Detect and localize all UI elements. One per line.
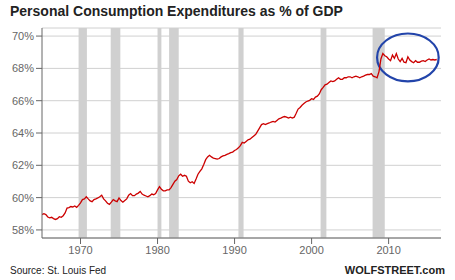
svg-text:60%: 60% <box>12 192 34 204</box>
svg-text:1980: 1980 <box>145 244 169 256</box>
svg-text:58%: 58% <box>12 224 34 236</box>
svg-text:66%: 66% <box>12 95 34 107</box>
svg-text:70%: 70% <box>12 30 34 42</box>
svg-text:62%: 62% <box>12 159 34 171</box>
svg-text:2000: 2000 <box>299 244 323 256</box>
svg-text:68%: 68% <box>12 62 34 74</box>
html-text:WOLFSTREET.com: WOLFSTREET.com <box>344 264 445 276</box>
html-text:Source: St. Louis Fed: Source: St. Louis Fed <box>10 264 107 276</box>
svg-text:2010: 2010 <box>376 244 400 256</box>
html-text:Personal Consumption Expenditu: Personal Consumption Expenditures as % o… <box>10 3 343 19</box>
svg-text:64%: 64% <box>12 127 34 139</box>
svg-text:1970: 1970 <box>68 244 92 256</box>
svg-text:1990: 1990 <box>222 244 246 256</box>
